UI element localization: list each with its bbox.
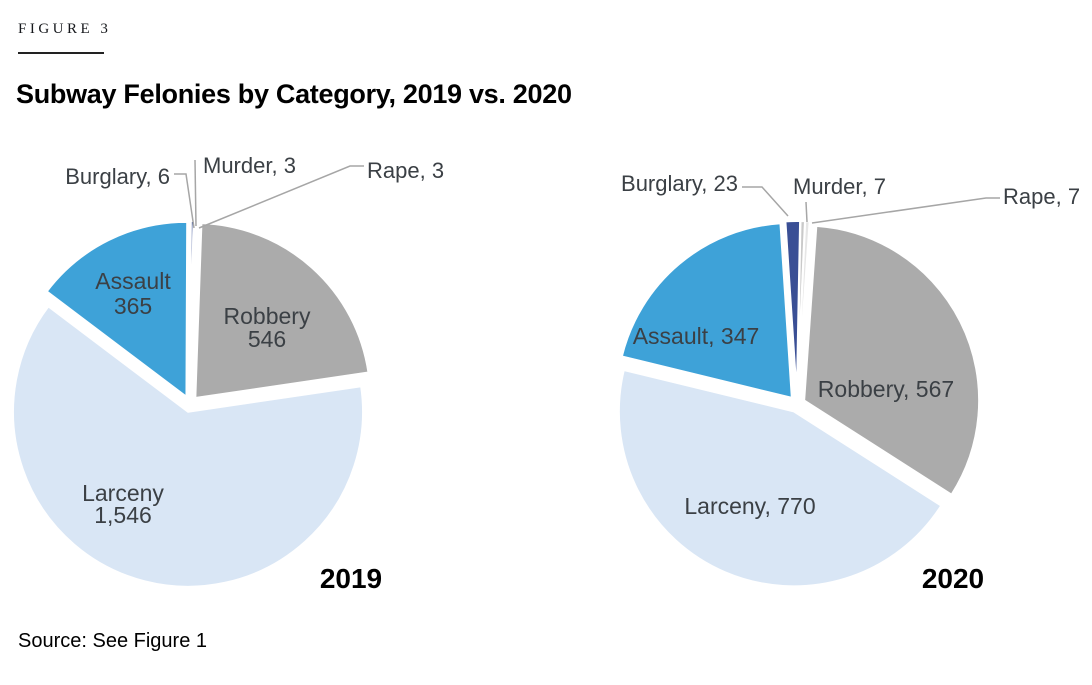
pie-slice-2019-robbery xyxy=(194,222,370,400)
label-2019-robbery: Robbery 546 xyxy=(224,303,311,352)
leader-line-2020-burglary xyxy=(742,186,789,217)
label-2019-burglary: Burglary, 6 xyxy=(65,164,170,189)
label-2019-larceny: Larceny 1,546 xyxy=(82,480,164,528)
label-2020-rape: Rape, 7 xyxy=(1003,184,1080,209)
pie-slice-2020-larceny xyxy=(617,368,943,588)
year-label-2020: 2020 xyxy=(922,563,984,594)
pie-slice-2019-assault xyxy=(45,220,189,399)
leader-line-2019-burglary xyxy=(174,173,195,229)
label-2019-rape: Rape, 3 xyxy=(367,158,444,183)
pie-slice-2019-larceny xyxy=(12,304,364,588)
label-2020-assault: Assault, 347 xyxy=(633,323,760,349)
leader-line-2020-murder xyxy=(805,201,808,223)
leader-line-2020-rape xyxy=(811,197,1000,224)
year-label-2019: 2019 xyxy=(320,563,382,594)
figure-label: FIGURE 3 xyxy=(18,21,112,37)
leader-line-2019-rape xyxy=(198,165,364,229)
pie-slice-2020-assault xyxy=(620,222,793,400)
figure-title: Subway Felonies by Category, 2019 vs. 20… xyxy=(16,79,572,109)
label-2019-assault: Assault 365 xyxy=(95,268,171,319)
label-2020-burglary: Burglary, 23 xyxy=(621,171,738,196)
source-note: Source: See Figure 1 xyxy=(18,630,207,652)
label-2020-robbery: Robbery, 567 xyxy=(818,376,954,402)
pie-slice-2020-robbery xyxy=(803,224,981,497)
label-2019-murder: Murder, 3 xyxy=(203,153,296,178)
leader-line-2019-murder xyxy=(194,159,197,227)
label-2020-larceny: Larceny, 770 xyxy=(684,493,815,519)
label-2020-murder: Murder, 7 xyxy=(793,174,886,199)
figure-rule xyxy=(18,52,104,54)
